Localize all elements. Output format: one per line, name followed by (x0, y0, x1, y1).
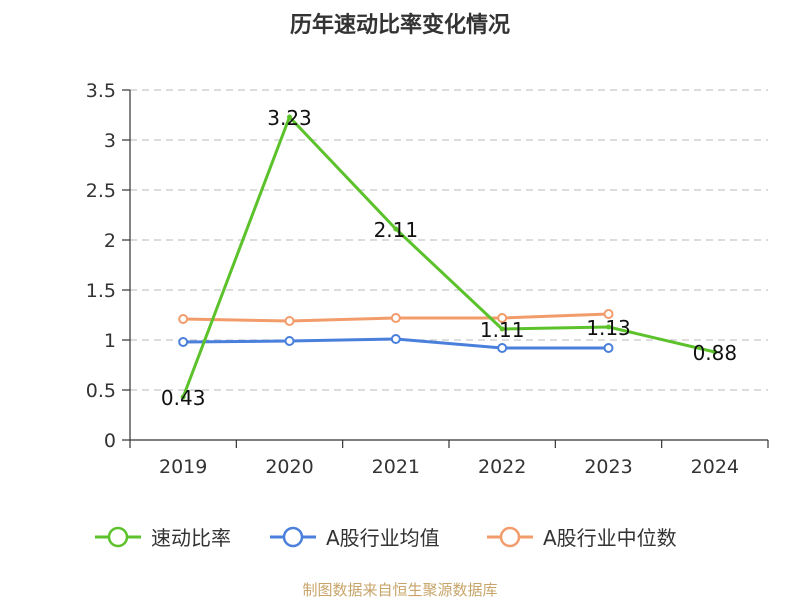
series-2-point-2021 (390, 313, 401, 323)
y-tick-label-1: 0.5 (86, 380, 116, 402)
source-note: 制图数据来自恒生聚源数据库 (302, 581, 497, 599)
series-0-point-2024 (712, 349, 718, 355)
series-2-point-2023 (603, 309, 614, 319)
legend-label-0: 速动比率 (151, 526, 231, 550)
series-1-point-2021 (390, 334, 401, 344)
data-label-2023: 1.13 (586, 316, 631, 340)
legend-item-1[interactable]: A股行业均值 (270, 526, 440, 550)
x-tick-label-2023: 2023 (584, 456, 632, 478)
series-2-point-2019 (178, 314, 189, 324)
y-tick-label-0: 0 (104, 430, 116, 452)
legend-item-2[interactable]: A股行业中位数 (487, 526, 677, 550)
y-tick-label-4: 2 (104, 230, 116, 252)
data-label-2021: 2.11 (374, 218, 419, 242)
series-0-point-2022 (499, 326, 505, 332)
series-1-point-2022 (497, 343, 508, 353)
data-label-2019: 0.43 (161, 386, 206, 410)
data-labels: 0.43 3.23 2.11 1.11 1.13 0.88 (161, 106, 737, 410)
series-line-0 (181, 115, 716, 398)
legend-marker-2 (499, 526, 521, 548)
series-0-point-2023 (606, 324, 611, 330)
x-tick-label-2020: 2020 (265, 456, 313, 478)
series-1-point-2023 (603, 343, 614, 353)
x-tick-label-2021: 2021 (372, 456, 420, 478)
y-tick-label-6: 3 (104, 130, 116, 152)
data-label-2020: 3.23 (267, 106, 312, 130)
series-lines (178, 114, 718, 400)
legend-label-1: A股行业均值 (326, 526, 440, 550)
x-tick-label-2022: 2022 (478, 456, 526, 478)
series-2-point-2022 (497, 313, 508, 323)
x-tick-label-2019: 2019 (159, 456, 207, 478)
y-tick-label-5: 2.5 (86, 180, 116, 202)
series-2-point-2020 (284, 316, 295, 326)
x-tick-label-2024: 2024 (691, 456, 739, 478)
data-label-2022: 1.11 (480, 318, 525, 342)
legend-marker-0 (107, 526, 129, 548)
y-tick-label-2: 1 (104, 330, 116, 352)
series-1-point-2020 (284, 336, 295, 346)
series-0-point-2020 (287, 114, 292, 120)
series-0-point-2021 (393, 226, 399, 232)
y-tick-label-3: 1.5 (86, 280, 116, 302)
legend-item-0[interactable]: 速动比率 (95, 526, 231, 550)
chart-title: 历年速动比率变化情况 (290, 12, 510, 38)
series-1-point-2019 (178, 337, 189, 347)
series-0-point-2019 (180, 394, 186, 400)
legend[interactable]: 速动比率 A股行业均值 A股行业中位数 (95, 526, 677, 550)
legend-label-2: A股行业中位数 (543, 526, 677, 550)
axes: 0 0.5 1 1.5 2 2.5 3 3.5 2019 2020 2021 2022 2023 2024 (86, 80, 769, 478)
data-label-2024: 0.88 (693, 341, 738, 365)
y-tick-label-7: 3.5 (86, 80, 116, 102)
legend-marker-1 (282, 526, 304, 548)
